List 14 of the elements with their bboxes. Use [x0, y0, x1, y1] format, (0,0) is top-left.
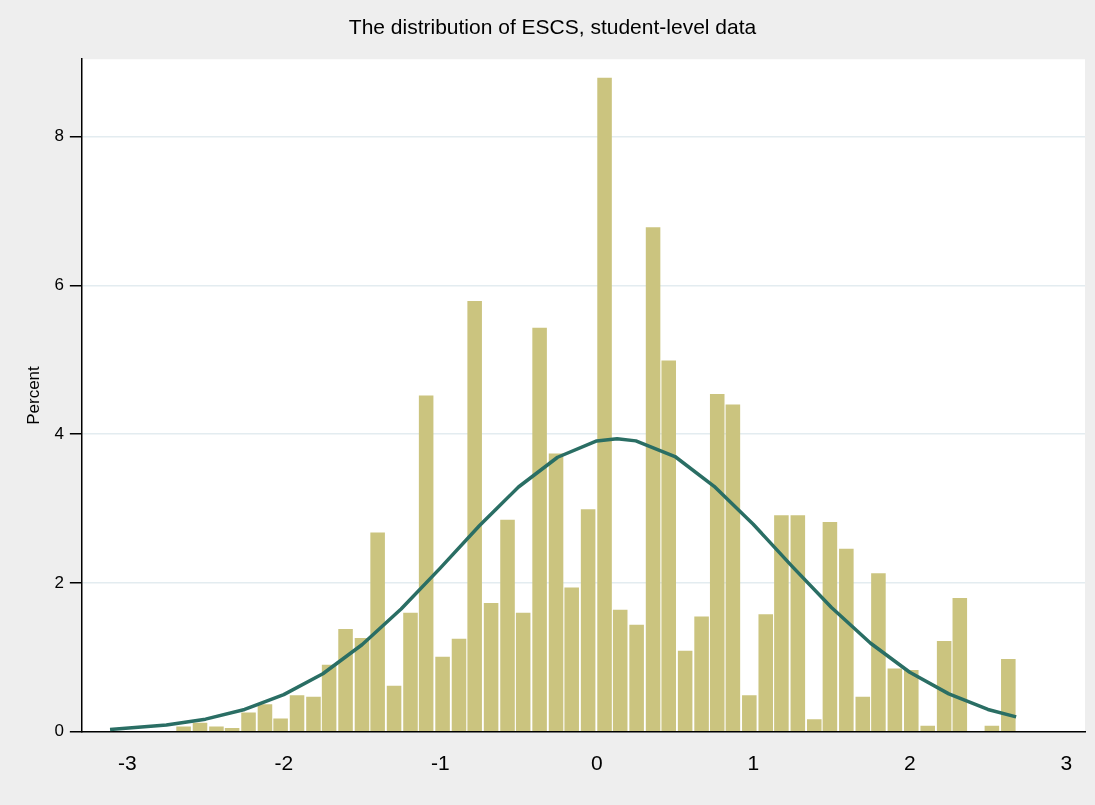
- x-tick-label: -1: [430, 751, 450, 775]
- x-tick-label: 3: [1060, 751, 1073, 775]
- x-tick-label: 2: [903, 751, 916, 775]
- chart-title: The distribution of ESCS, student-level data: [348, 15, 757, 39]
- y-tick-label: 0: [54, 721, 64, 741]
- y-tick-label: 2: [54, 572, 64, 592]
- x-tick-label: 1: [747, 751, 760, 775]
- y-axis-title: Percent: [23, 365, 43, 425]
- x-tick-label: 0: [590, 751, 603, 775]
- x-tick-label: -2: [274, 751, 294, 775]
- x-tick-label: -3: [117, 751, 137, 775]
- y-tick-label: 4: [54, 423, 64, 443]
- y-tick-label: 8: [54, 126, 64, 146]
- y-tick-label: 6: [54, 275, 64, 295]
